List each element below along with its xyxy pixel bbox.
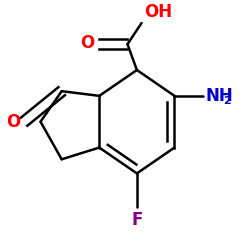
Text: NH: NH [205,87,233,105]
Text: F: F [131,211,142,229]
Text: 2: 2 [223,96,230,106]
Text: O: O [6,113,20,131]
Text: O: O [80,34,94,52]
Text: OH: OH [144,3,172,21]
